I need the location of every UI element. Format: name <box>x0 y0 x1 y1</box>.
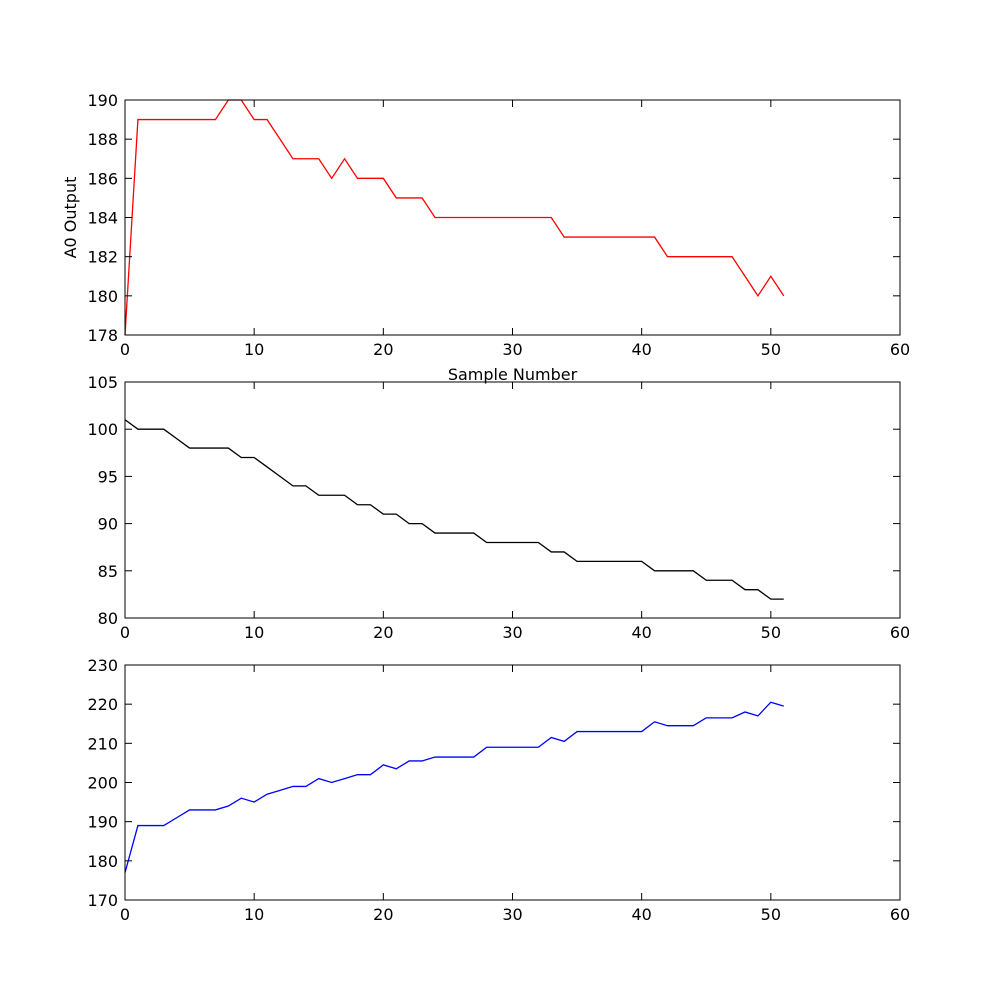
x-tick-label: 50 <box>761 340 781 359</box>
chart-panel-1: 0 10 20 30 40 50 60 178 180 182 184 186 188 190 Sample… <box>61 91 910 384</box>
x-tick-label: 0 <box>120 905 130 924</box>
y-tick-label: 184 <box>87 209 118 228</box>
y-tick-label: 100 <box>87 420 118 439</box>
x-tick-label: 0 <box>120 623 130 642</box>
x-tick-label: 40 <box>631 905 651 924</box>
x-tick-label: 30 <box>502 905 522 924</box>
y-tick-label: 178 <box>87 326 118 345</box>
y-tick-label: 105 <box>87 373 118 392</box>
series-line-3-1 <box>124 701 784 873</box>
y-tick-label: 95 <box>98 467 118 486</box>
axes-frame <box>124 381 901 619</box>
x-tick-label: 30 <box>502 340 522 359</box>
x-tick-label: 50 <box>761 623 781 642</box>
y-tick-label: 220 <box>87 695 118 714</box>
x-tick-label: 60 <box>890 340 910 359</box>
x-tick-label: 20 <box>373 623 393 642</box>
x-tick-label: 20 <box>373 340 393 359</box>
axes-frame <box>124 664 901 901</box>
chart-panel-2: 0 10 20 30 40 50 60 80 85 90 95 100 105 <box>87 373 910 642</box>
x-tick-label: 40 <box>631 623 651 642</box>
y-tick-label: 230 <box>87 656 118 675</box>
x-tick-label: 40 <box>631 340 651 359</box>
x-tick-label: 10 <box>244 340 264 359</box>
y-tick-label: 190 <box>87 813 118 832</box>
x-tick-label: 0 <box>120 340 130 359</box>
series-line-1-1 <box>124 99 785 336</box>
y-tick-label: 190 <box>87 91 118 110</box>
x-tick-label: 30 <box>502 623 522 642</box>
x-tick-label: 20 <box>373 905 393 924</box>
y-tick-label: 180 <box>87 287 118 306</box>
y-tick-label: 210 <box>87 734 118 753</box>
series-line-2-1 <box>124 419 784 600</box>
y-axis-label: A0 Output <box>61 177 80 259</box>
x-tick-label: 60 <box>890 623 910 642</box>
chart-panel-3: 0 10 20 30 40 50 60 170 180 190 200 210 220 230 <box>87 656 910 924</box>
y-tick-label: 90 <box>98 515 118 534</box>
y-tick-label: 188 <box>87 130 118 149</box>
y-tick-label: 200 <box>87 774 118 793</box>
y-tick-label: 182 <box>87 248 118 267</box>
y-tick-label: 80 <box>98 609 118 628</box>
x-axis-label: Sample Number <box>448 365 578 384</box>
x-tick-label: 60 <box>890 905 910 924</box>
x-tick-label: 10 <box>244 623 264 642</box>
y-tick-label: 180 <box>87 852 118 871</box>
x-tick-label: 50 <box>761 905 781 924</box>
y-tick-label: 186 <box>87 169 118 188</box>
x-tick-label: 10 <box>244 905 264 924</box>
y-tick-label: 170 <box>87 891 118 910</box>
y-tick-label: 85 <box>98 562 118 581</box>
